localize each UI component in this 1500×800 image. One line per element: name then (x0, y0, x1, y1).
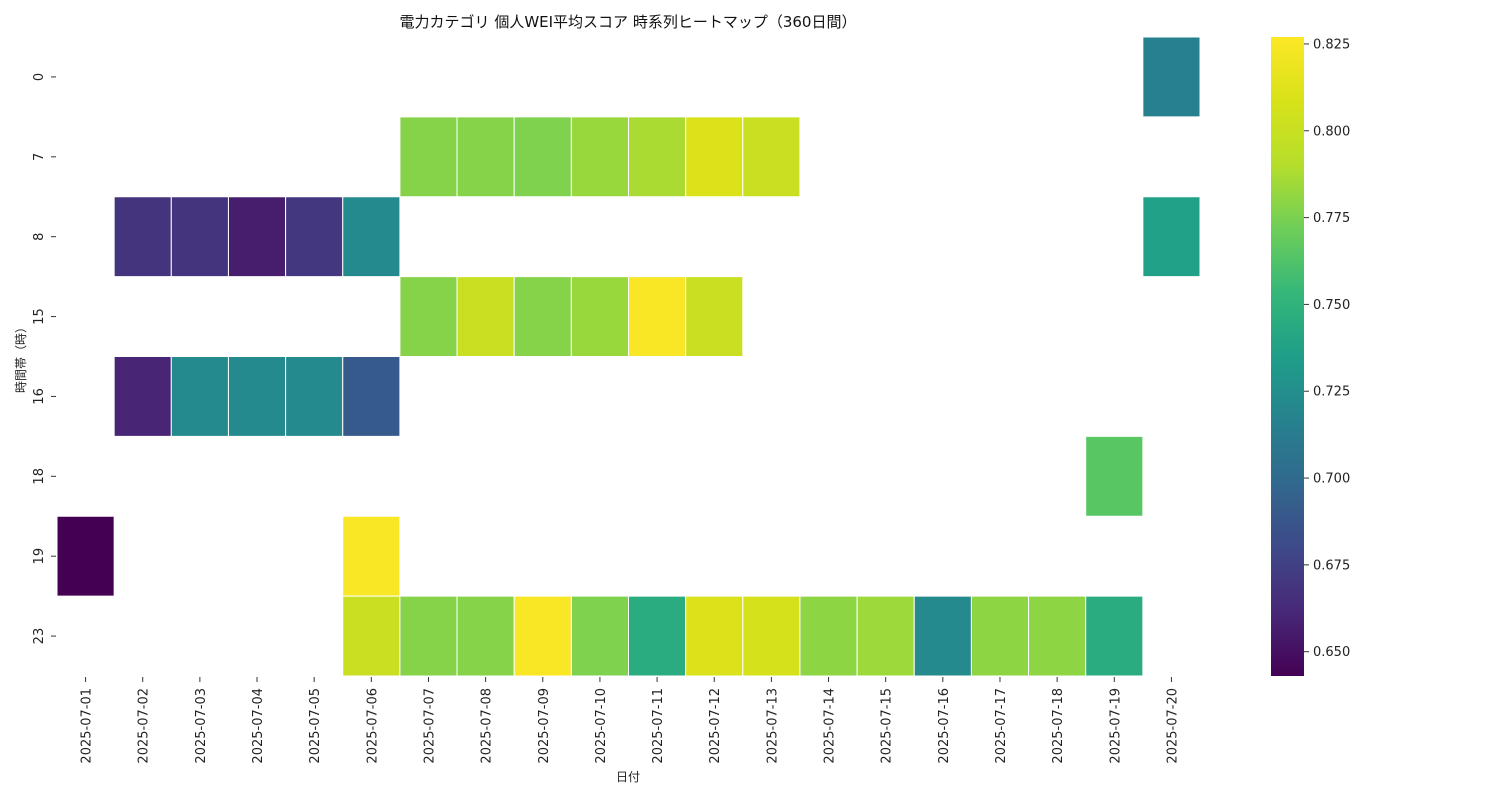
x-tick-label: 2025-07-09 (537, 688, 552, 764)
x-tick-label: 2025-07-02 (137, 688, 152, 764)
x-tick-label: 2025-07-15 (880, 688, 895, 764)
heatmap-cell (170, 196, 229, 278)
heatmap-cell (456, 276, 515, 357)
x-tick-label: 2025-07-19 (1108, 688, 1123, 764)
heatmap-cell (628, 116, 687, 198)
x-tick-label: 2025-07-07 (422, 688, 437, 764)
heatmap-cells (56, 36, 1201, 677)
heatmap-cell (1085, 435, 1144, 517)
heatmap-cell (970, 595, 1030, 677)
heatmap-cell (285, 356, 344, 437)
heatmap-cell (456, 116, 515, 198)
y-tick-label: 15 (32, 308, 47, 325)
colorbar-tick-label: 0.650 (1313, 645, 1350, 660)
heatmap-cell (170, 356, 229, 437)
colorbar-gradient (1271, 37, 1304, 676)
y-tick-label: 19 (32, 548, 47, 565)
heatmap-cell (399, 116, 458, 198)
colorbar-tick-label: 0.700 (1313, 472, 1350, 487)
colorbar-ticks: 0.650 0.675 0.700 0.725 0.750 0.775 0.800 0.825 (1304, 37, 1350, 660)
heatmap-cell (913, 595, 972, 677)
x-tick-label: 2025-07-13 (765, 688, 780, 764)
heatmap-cell (742, 116, 801, 198)
y-axis-label: 時間帯（時） (14, 321, 28, 393)
heatmap-cell (856, 595, 915, 677)
y-axis-ticks: 0 7 8 15 16 18 19 23 (32, 73, 56, 645)
x-tick-label: 2025-07-11 (651, 688, 666, 764)
heatmap-cell (742, 595, 801, 677)
heatmap-cell (113, 356, 172, 437)
heatmap-cell (570, 116, 629, 198)
heatmap-cell (628, 595, 687, 677)
x-tick-label: 2025-07-10 (594, 688, 609, 764)
y-tick-label: 18 (32, 468, 47, 485)
y-tick-label: 0 (32, 73, 47, 81)
heatmap-cell (113, 196, 172, 278)
x-tick-label: 2025-07-14 (823, 688, 838, 764)
heatmap-cell (1028, 595, 1087, 677)
x-tick-label: 2025-07-18 (1051, 688, 1066, 764)
x-tick-label: 2025-07-06 (365, 688, 380, 764)
colorbar-tick-label: 0.675 (1313, 558, 1350, 573)
heatmap-cell (628, 276, 687, 357)
heatmap-cell (399, 276, 458, 357)
y-tick-label: 16 (32, 388, 47, 405)
x-tick-label: 2025-07-08 (480, 688, 495, 764)
colorbar: 0.650 0.675 0.700 0.725 0.750 0.775 0.800 0.825 (1271, 37, 1350, 676)
heatmap-cell (342, 356, 401, 437)
y-tick-label: 8 (32, 233, 47, 241)
heatmap-cell (570, 595, 629, 677)
heatmap-cell (399, 595, 458, 677)
x-tick-label: 2025-07-20 (1165, 688, 1180, 764)
colorbar-tick-label: 0.825 (1313, 37, 1350, 52)
heatmap-cell (456, 595, 515, 677)
heatmap-cell (227, 356, 287, 437)
heatmap-cell (685, 595, 744, 677)
heatmap-cell (227, 196, 287, 278)
x-axis-label: 日付 (616, 770, 640, 784)
x-axis-ticks: 2025-07-01 2025-07-02 2025-07-03 2025-07-04… (80, 677, 1180, 764)
x-tick-label: 2025-07-12 (708, 688, 723, 764)
colorbar-tick-label: 0.750 (1313, 298, 1350, 313)
heatmap-cell (799, 595, 858, 677)
colorbar-tick-label: 0.775 (1313, 211, 1350, 226)
y-tick-label: 7 (32, 153, 47, 161)
heatmap-cell (513, 276, 572, 357)
x-tick-label: 2025-07-03 (194, 688, 209, 764)
colorbar-tick-label: 0.800 (1313, 124, 1350, 139)
heatmap-cell (342, 595, 401, 677)
heatmap-cell (285, 196, 344, 278)
x-tick-label: 2025-07-16 (937, 688, 952, 764)
heatmap-cell (513, 116, 572, 198)
heatmap-cell (1085, 595, 1144, 677)
x-tick-label: 2025-07-04 (251, 688, 266, 764)
heatmap-cell (1142, 196, 1201, 278)
x-tick-label: 2025-07-01 (80, 688, 95, 764)
heatmap-cell (342, 515, 401, 597)
chart-title: 電力カテゴリ 個人WEI平均スコア 時系列ヒートマップ（360日間） (400, 13, 857, 31)
colorbar-tick-label: 0.725 (1313, 385, 1350, 400)
heatmap-cell (685, 116, 744, 198)
heatmap-cell (342, 196, 401, 278)
y-tick-label: 23 (32, 628, 47, 645)
heatmap-cell (513, 595, 572, 677)
x-tick-label: 2025-07-17 (994, 688, 1009, 764)
heatmap-cell (56, 515, 115, 597)
x-tick-label: 2025-07-05 (308, 688, 323, 764)
heatmap-cell (1142, 36, 1201, 118)
heatmap-cell (570, 276, 629, 357)
heatmap-cell (685, 276, 744, 357)
